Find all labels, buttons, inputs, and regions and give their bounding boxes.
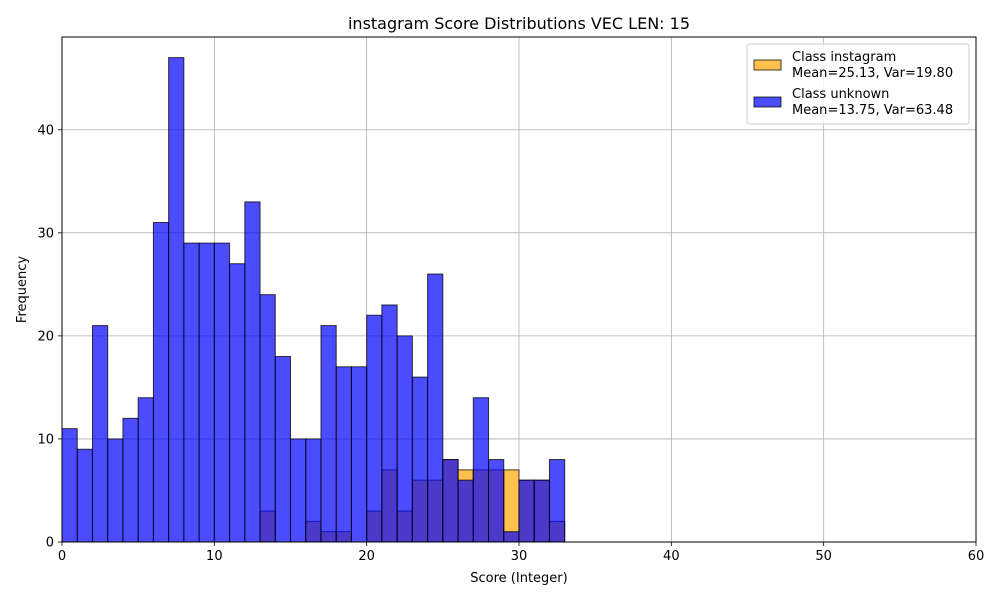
legend-frame (746, 43, 970, 125)
y-tick-label: 10 (37, 432, 54, 447)
bar-unknown (427, 273, 444, 543)
x-axis-ticks: 0 10 20 30 40 50 60 (58, 542, 984, 564)
legend-swatch-unknown (753, 96, 782, 108)
bar-unknown (152, 222, 170, 543)
y-tick-label: 20 (37, 329, 54, 344)
bar-unknown (488, 459, 505, 543)
legend-stats-instagram: Mean=25.13, Var=19.80 (792, 66, 953, 81)
legend-stats-unknown: Mean=13.75, Var=63.48 (792, 103, 953, 118)
bar-unknown (107, 438, 124, 543)
bar-unknown (61, 428, 78, 543)
bar-unknown (457, 479, 474, 543)
bar-unknown (548, 459, 566, 543)
series-unknown-bars (61, 57, 566, 543)
x-axis-label: Score (Integer) (470, 571, 567, 586)
bar-unknown (229, 263, 246, 543)
bar-unknown (168, 57, 185, 543)
bar-unknown (320, 325, 337, 543)
x-tick-label: 30 (511, 549, 528, 564)
bar-unknown (290, 438, 307, 543)
bar-unknown (305, 438, 322, 543)
bar-unknown (335, 366, 352, 543)
bar-unknown (259, 294, 276, 543)
bar-unknown (411, 376, 429, 543)
bar-unknown (503, 531, 520, 543)
bar-unknown (533, 479, 550, 543)
bar-unknown (366, 314, 383, 543)
y-tick-label: 0 (46, 536, 54, 551)
bar-unknown (350, 366, 368, 543)
bar-unknown (396, 335, 413, 543)
bar-instagram (503, 469, 520, 543)
x-tick-label: 40 (663, 549, 680, 564)
x-tick-label: 20 (358, 549, 375, 564)
y-axis-ticks: 0 10 20 30 40 (37, 123, 62, 551)
x-tick-label: 60 (968, 549, 985, 564)
legend: Class instagram Mean=25.13, Var=19.80 Cl… (746, 43, 970, 125)
bar-unknown (518, 479, 535, 543)
bar-unknown (91, 325, 109, 543)
y-tick-label: 40 (37, 123, 54, 138)
y-tick-label: 30 (37, 226, 54, 241)
x-tick-label: 50 (815, 549, 832, 564)
bar-unknown (76, 448, 93, 543)
legend-label-unknown: Class unknown (792, 87, 889, 102)
bar-unknown (183, 242, 200, 543)
x-tick-label: 0 (58, 549, 66, 564)
bar-unknown (198, 242, 215, 543)
legend-label-instagram: Class instagram (792, 50, 896, 65)
x-tick-label: 10 (206, 549, 223, 564)
bar-unknown (244, 201, 261, 543)
legend-swatch-instagram (753, 59, 782, 71)
bar-unknown (442, 459, 459, 543)
bar-unknown (381, 304, 398, 543)
chart-title: instagram Score Distributions VEC LEN: 1… (348, 14, 690, 33)
bar-unknown (472, 397, 490, 543)
bar-unknown (213, 242, 231, 543)
bar-unknown (274, 355, 291, 543)
bar-unknown (137, 397, 154, 543)
bar-unknown (122, 417, 139, 543)
y-axis-label: Frequency (15, 256, 30, 323)
